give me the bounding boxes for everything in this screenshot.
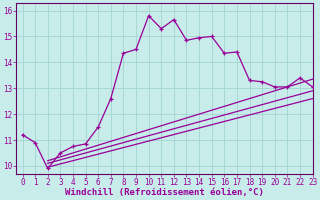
X-axis label: Windchill (Refroidissement éolien,°C): Windchill (Refroidissement éolien,°C) <box>65 188 264 197</box>
